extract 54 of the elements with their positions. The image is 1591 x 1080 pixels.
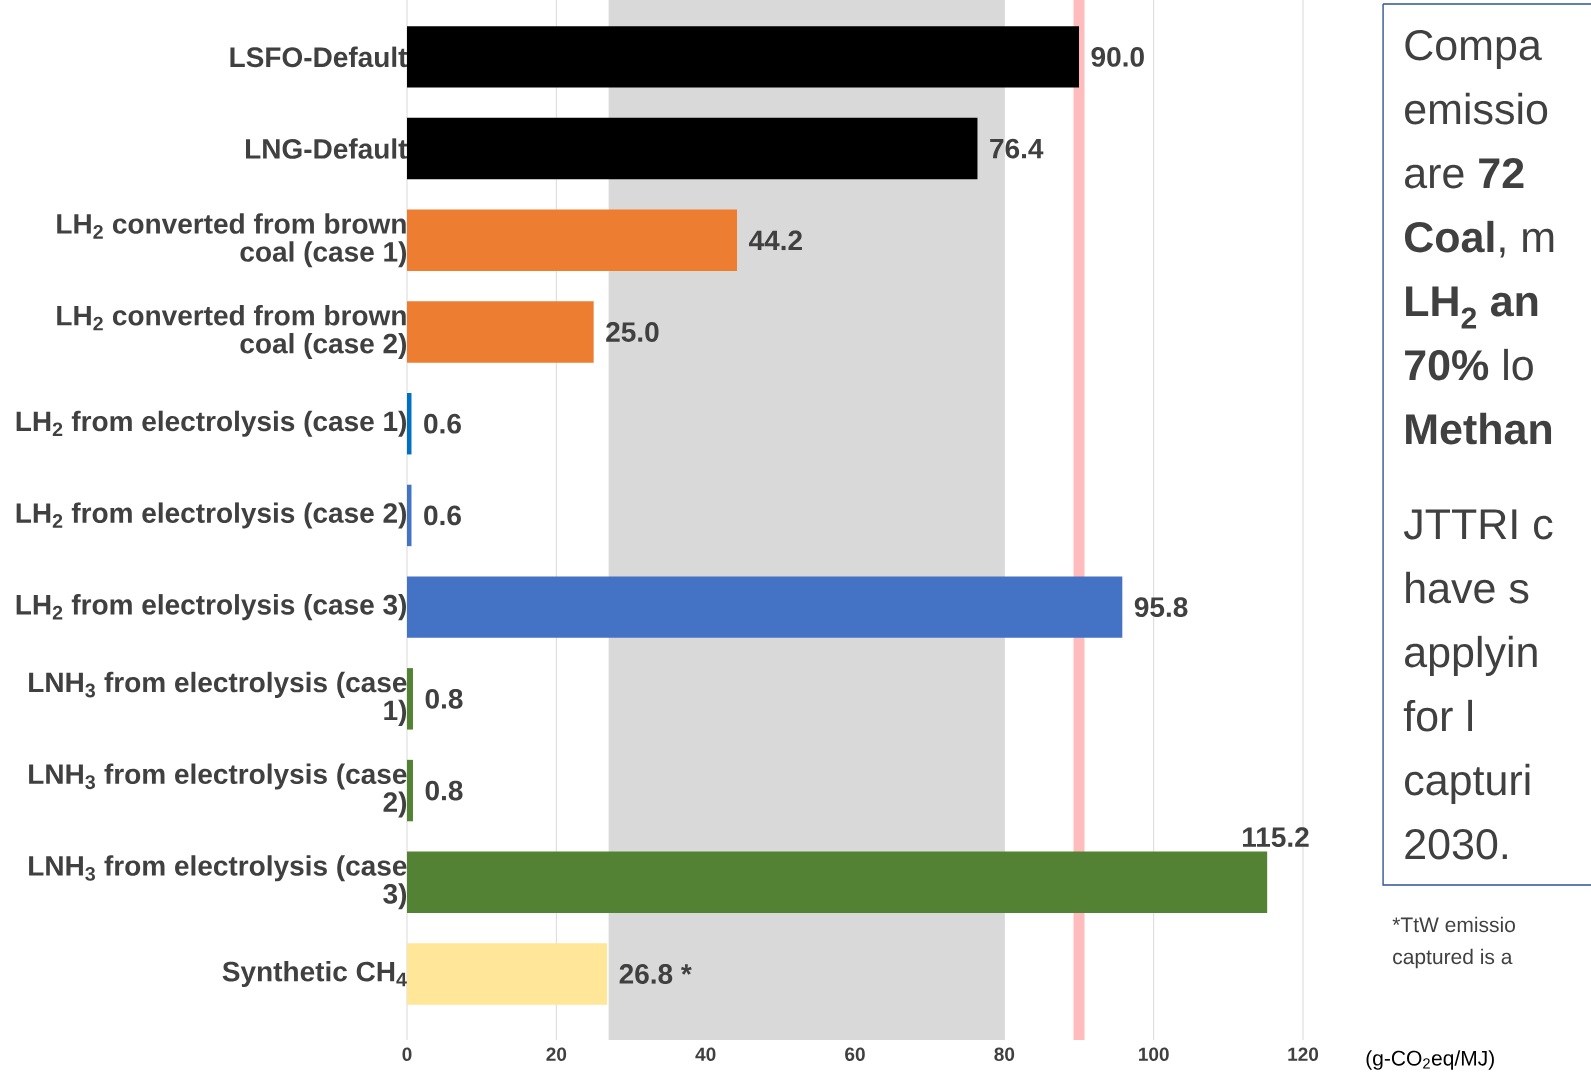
data-label: 76.4 <box>990 138 1044 159</box>
bar <box>407 851 1268 913</box>
bar <box>407 26 1079 88</box>
bar <box>407 576 1123 638</box>
bar <box>407 943 608 1005</box>
text: emissio <box>1405 92 1548 125</box>
y-tick-label: LH$_{2}$ converted from brown coal (case 2) <box>57 304 407 360</box>
y-tick-label: LH$_{2}$ from electrolysis (case 1) <box>16 410 407 437</box>
bar <box>407 117 978 180</box>
data-label: 115.2 <box>1243 827 1309 848</box>
y-tick-label: LH$_{2}$ converted from brown coal (case 1) <box>57 213 407 268</box>
data-label: 26.8 * <box>619 964 692 984</box>
text: for l <box>1403 699 1472 732</box>
text: Methan <box>1406 412 1552 445</box>
data-label: 95.8 <box>1134 597 1188 618</box>
data-label: 0.6 <box>424 413 461 434</box>
text: have s <box>1406 571 1529 604</box>
bar <box>407 668 413 730</box>
x-tick-label: 60 <box>845 1047 865 1061</box>
y-tick-label: LNH$_{3}$ from electrolysis (case 3) <box>29 855 407 910</box>
x-tick-label: 120 <box>1288 1047 1319 1061</box>
text: are 72 <box>1405 157 1524 189</box>
data-label: 44.2 <box>748 230 802 251</box>
data-label: 0.6 <box>424 505 461 526</box>
x-tick-label: 100 <box>1139 1047 1169 1061</box>
y-tick-label: LNG-Default <box>246 138 408 159</box>
x-tick-label: 0 <box>402 1047 412 1061</box>
text: Coal, m <box>1404 220 1554 258</box>
text: *TtW emissio <box>1392 916 1515 933</box>
x-tick-label: 40 <box>695 1047 716 1061</box>
bar <box>407 301 594 363</box>
y-tick-label: LH$_{2}$ from electrolysis (case 3) <box>16 594 407 621</box>
bar <box>407 209 738 272</box>
y-tick-label: LSFO-Default <box>230 46 408 68</box>
x-axis-title: (g-CO$_{2}$eq/MJ) <box>1366 1050 1494 1070</box>
text: capturi <box>1405 763 1530 804</box>
text: JTTRI c <box>1403 509 1553 540</box>
text: 70% lo <box>1405 348 1533 381</box>
data-label: 25.0 <box>606 322 659 342</box>
text: Compa <box>1405 29 1542 69</box>
text: LH$_{2}$ an <box>1406 286 1538 329</box>
y-tick-label: LH$_{2}$ from electrolysis (case 2) <box>16 502 407 529</box>
text: captured is a <box>1393 948 1513 969</box>
text: applyin <box>1405 635 1537 676</box>
data-label: 0.8 <box>425 688 463 709</box>
text: 2030. <box>1405 828 1507 860</box>
x-tick-label: 80 <box>994 1047 1015 1061</box>
bar <box>407 759 413 822</box>
data-label: 0.8 <box>425 780 463 801</box>
y-tick-label: Synthetic CH$_{4}$ <box>222 960 407 988</box>
data-label: 90.0 <box>1091 46 1144 67</box>
x-tick-label: 20 <box>546 1047 567 1061</box>
y-tick-label: LNH$_{3}$ from electrolysis (case 1) <box>29 671 407 726</box>
y-tick-label: LNH$_{3}$ from electrolysis (case 2) <box>29 763 407 818</box>
